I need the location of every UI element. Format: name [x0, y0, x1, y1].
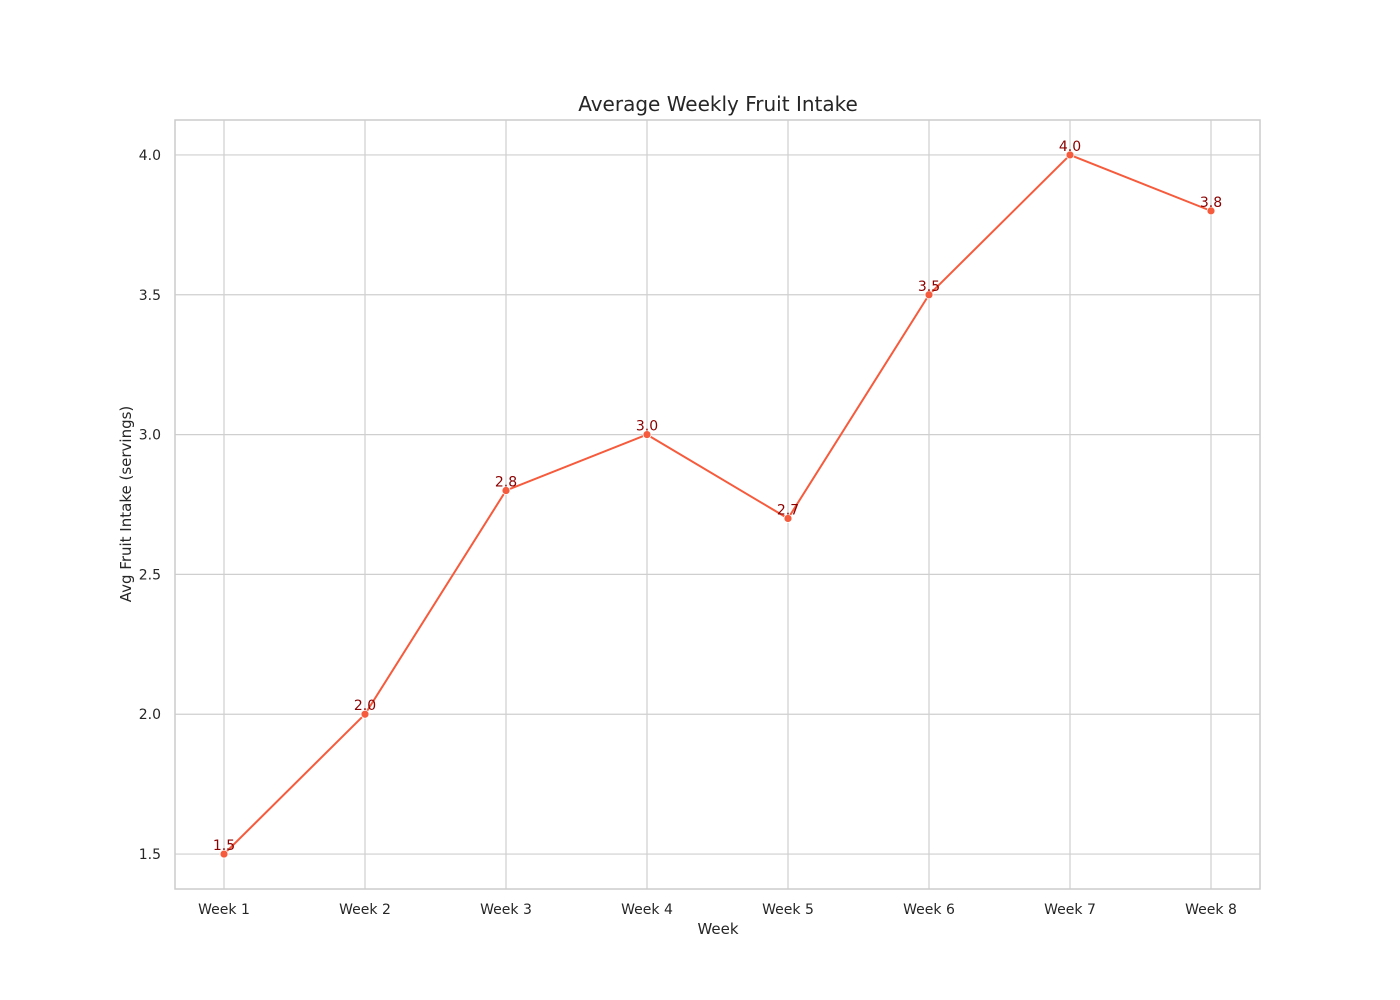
data-label: 2.8 [495, 475, 517, 491]
x-axis-label: Week [697, 920, 738, 938]
x-tick-label: Week 5 [762, 902, 814, 918]
data-point [501, 486, 511, 495]
data-series [219, 150, 1216, 859]
x-tick-label: Week 6 [903, 902, 955, 918]
data-labels: 1.5 2.0 2.8 3.0 2.7 3.5 4.0 3.8 [213, 139, 1222, 854]
data-point [642, 430, 652, 439]
data-label: 1.5 [213, 838, 235, 854]
y-tick-label: 3.0 [139, 428, 161, 444]
plot-frame [174, 119, 1261, 890]
x-tick-label: Week 8 [1185, 902, 1237, 918]
x-tick-label: Week 1 [198, 902, 250, 918]
x-tick-label: Week 4 [621, 902, 673, 918]
y-axis-ticks: 1.5 2.0 2.5 3.0 3.5 4.0 [139, 148, 161, 863]
x-tick-label: Week 2 [339, 902, 391, 918]
data-point [924, 290, 934, 300]
data-label: 3.5 [918, 279, 940, 295]
data-label: 3.8 [1200, 195, 1222, 211]
data-point [1206, 206, 1216, 216]
data-label: 2.7 [777, 502, 799, 518]
data-label: 2.0 [354, 698, 376, 714]
y-tick-label: 2.5 [139, 567, 161, 583]
y-tick-label: 4.0 [139, 148, 161, 164]
data-label: 4.0 [1059, 139, 1081, 155]
data-label: 3.0 [636, 419, 658, 435]
y-tick-label: 2.0 [139, 707, 161, 723]
x-axis-ticks: Week 1 Week 2 Week 3 Week 4 Week 5 Week 6 Week… [198, 902, 1237, 918]
data-point [360, 709, 370, 719]
data-point [783, 514, 793, 523]
chart-title: Average Weekly Fruit Intake [578, 92, 858, 116]
x-tick-label: Week 3 [480, 902, 532, 918]
data-point [219, 849, 229, 859]
y-axis-label: Avg Fruit Intake (servings) [117, 406, 135, 603]
y-tick-label: 1.5 [139, 847, 161, 863]
y-tick-label: 3.5 [139, 288, 161, 304]
x-tick-label: Week 7 [1044, 902, 1096, 918]
data-point [1065, 150, 1075, 160]
grid-lines [175, 120, 1260, 889]
series-line [223, 153, 1212, 856]
